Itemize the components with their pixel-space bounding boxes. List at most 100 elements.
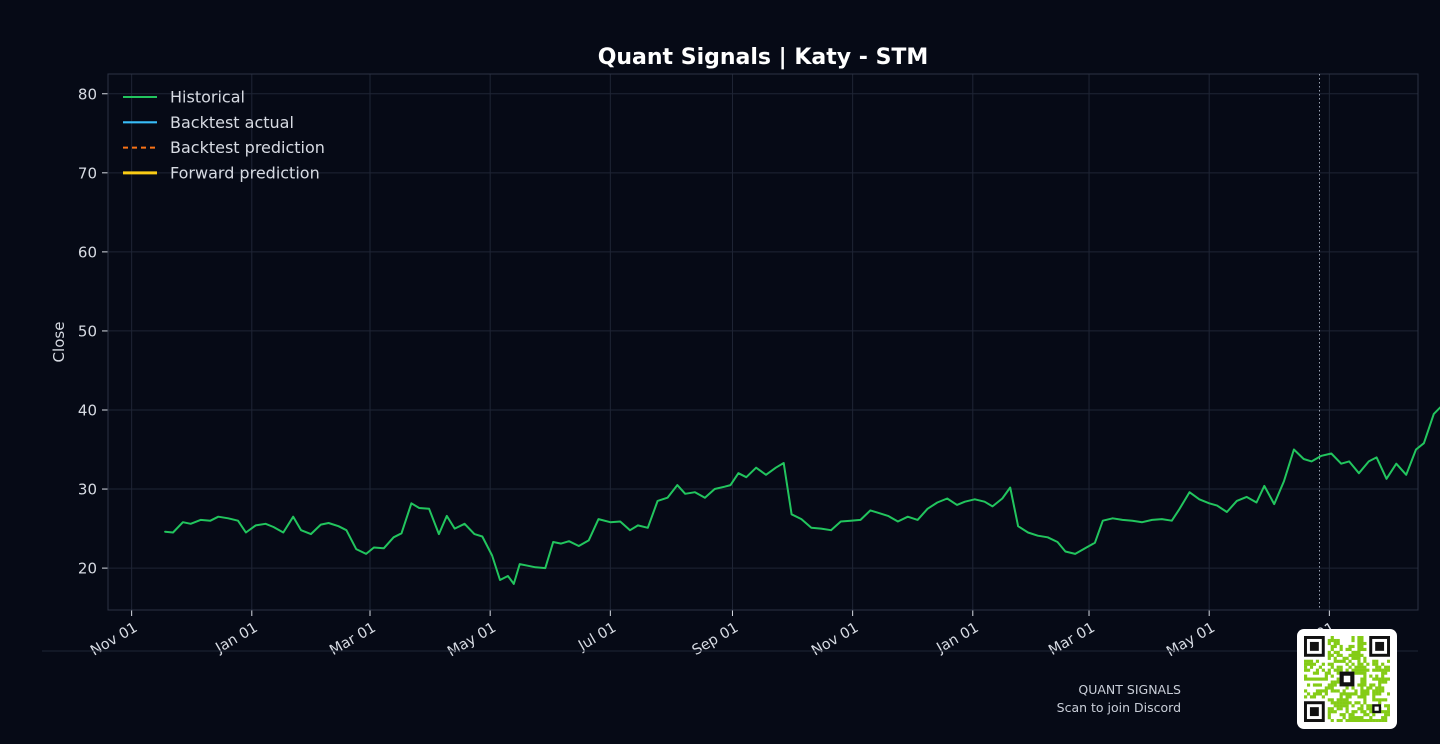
qr-module <box>1333 701 1337 705</box>
qr-module <box>1312 695 1317 699</box>
qr-module <box>1387 665 1390 669</box>
qr-module <box>1336 668 1340 672</box>
qr-module <box>1333 650 1337 654</box>
y-tick-label: 50 <box>78 322 97 340</box>
qr-module <box>1381 662 1385 666</box>
qr-module <box>1366 707 1370 711</box>
qr-module <box>1315 677 1320 681</box>
qr-module <box>1304 659 1308 663</box>
qr-module <box>1351 662 1355 666</box>
qr-module <box>1372 659 1376 663</box>
qr-module <box>1363 665 1367 669</box>
qr-module <box>1378 665 1382 669</box>
qr-module <box>1342 689 1346 693</box>
qr-module <box>1336 638 1340 643</box>
qr-module <box>1336 671 1340 675</box>
qr-module <box>1381 716 1385 720</box>
x-tick-label: Nov 01 <box>88 620 140 660</box>
qr-module <box>1321 695 1325 699</box>
qr-module <box>1375 668 1379 672</box>
qr-module <box>1372 683 1376 687</box>
qr-module <box>1336 665 1340 669</box>
qr-module <box>1363 659 1367 663</box>
qr-module <box>1304 695 1308 699</box>
qr-module <box>1306 659 1311 663</box>
qr-module <box>1369 674 1373 678</box>
qr-module <box>1348 719 1352 722</box>
qr-module <box>1366 692 1370 696</box>
qr-module <box>1318 692 1322 696</box>
qr-module <box>1339 665 1343 669</box>
qr-module <box>1342 704 1346 708</box>
qr-module <box>1378 668 1382 672</box>
qr-module <box>1345 662 1349 666</box>
qr-module <box>1345 695 1349 699</box>
qr-module <box>1336 719 1340 722</box>
qr-module <box>1375 662 1379 666</box>
qr-finder <box>1375 641 1385 651</box>
qr-code-card[interactable] <box>1297 629 1397 729</box>
qr-module <box>1381 710 1385 714</box>
qr-module <box>1336 704 1340 708</box>
qr-module <box>1360 689 1364 693</box>
x-tick-label: Mar 01 <box>1046 620 1098 659</box>
qr-module <box>1333 710 1337 714</box>
chart-title: Quant Signals | Katy - STM <box>598 45 929 70</box>
qr-module <box>1360 638 1364 643</box>
qr-module <box>1345 701 1349 705</box>
qr-module <box>1330 638 1334 643</box>
qr-module <box>1327 710 1331 714</box>
qr-module <box>1342 692 1346 696</box>
qr-module <box>1304 662 1308 666</box>
qr-finder <box>1309 641 1319 651</box>
qr-module <box>1375 719 1379 722</box>
qr-module <box>1363 692 1367 696</box>
qr-module <box>1375 692 1379 696</box>
qr-module <box>1375 665 1379 669</box>
qr-module <box>1339 668 1343 672</box>
qr-module <box>1360 680 1364 684</box>
qr-module <box>1321 662 1325 666</box>
qr-module <box>1360 653 1364 657</box>
qr-module <box>1336 650 1340 654</box>
qr-logo-center <box>1343 675 1351 683</box>
qr-module <box>1360 665 1364 669</box>
qr-code-icon[interactable] <box>1304 636 1390 722</box>
qr-module <box>1330 689 1334 693</box>
legend-label: Forward prediction <box>170 163 320 182</box>
qr-module <box>1330 683 1334 687</box>
series-line-historical <box>164 406 1440 585</box>
qr-module <box>1342 713 1346 717</box>
qr-module <box>1381 671 1385 675</box>
qr-module <box>1354 701 1358 705</box>
qr-module <box>1306 662 1311 666</box>
qr-module <box>1333 683 1337 687</box>
qr-module <box>1363 719 1367 722</box>
footer-brand: QUANT SIGNALS <box>1078 682 1181 697</box>
x-tick-label: Jul 01 <box>575 620 619 655</box>
qr-module <box>1384 671 1388 675</box>
qr-module <box>1354 656 1358 660</box>
qr-module <box>1363 689 1367 693</box>
qr-module <box>1333 668 1337 672</box>
qr-module <box>1312 662 1317 666</box>
qr-module <box>1324 674 1328 678</box>
plot-frame <box>107 73 1419 611</box>
qr-module <box>1330 653 1334 657</box>
qr-module <box>1381 719 1385 722</box>
qr-module <box>1360 662 1364 666</box>
qr-module <box>1375 686 1379 690</box>
qr-module <box>1384 713 1388 717</box>
qr-module <box>1369 683 1373 687</box>
qr-module <box>1384 719 1388 722</box>
qr-module <box>1348 716 1352 720</box>
qr-module <box>1369 710 1373 714</box>
legend-label: Historical <box>170 88 245 107</box>
qr-module <box>1339 707 1343 711</box>
qr-module <box>1336 701 1340 705</box>
qr-module <box>1378 677 1382 681</box>
qr-module <box>1348 665 1352 669</box>
qr-module <box>1327 668 1331 672</box>
qr-module <box>1333 680 1337 684</box>
qr-module <box>1324 677 1328 681</box>
